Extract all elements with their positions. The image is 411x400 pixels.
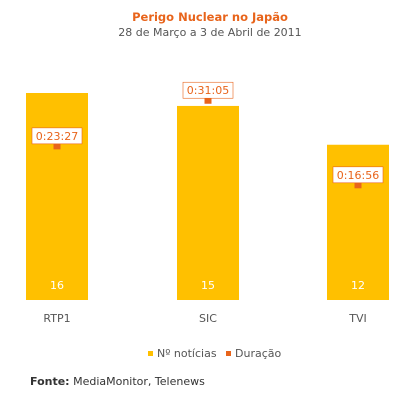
- legend-swatch-duracao: [226, 351, 231, 356]
- duration-label-box: [31, 127, 83, 145]
- x-tick-label: SIC: [199, 312, 217, 325]
- source-note: Fonte: MediaMonitor, Telenews: [30, 375, 205, 388]
- legend-label-noticias: Nº notícias: [157, 347, 217, 360]
- duration-markers-layer: [53, 96, 362, 189]
- legend: Nº notícias Duração: [148, 347, 281, 360]
- labels-layer: 16 RTP1 0:23:27 15 SIC 0:31:05 12 TVI 0:16:56: [31, 81, 384, 325]
- chart-title: Perigo Nuclear no Japão: [132, 10, 288, 24]
- duration-marker: [204, 96, 212, 104]
- duration-marker: [53, 142, 61, 150]
- bar-value-label: 12: [351, 279, 365, 292]
- duration-marker: [354, 181, 362, 189]
- bars-layer: [26, 93, 389, 300]
- chart-subtitle: 28 de Março a 3 de Abril de 2011: [118, 26, 301, 39]
- duration-label: 0:16:56: [337, 169, 379, 182]
- bar-value-label: 15: [201, 279, 215, 292]
- duration-label-box: [332, 166, 384, 184]
- bar-sic: [177, 105, 239, 300]
- duration-label-box: [182, 81, 234, 99]
- x-tick-label: TVI: [348, 312, 367, 325]
- x-tick-label: RTP1: [43, 312, 70, 325]
- source-text: MediaMonitor, Telenews: [73, 375, 205, 388]
- duration-label: 0:31:05: [187, 84, 229, 97]
- legend-swatch-noticias: [148, 351, 153, 356]
- bar-rtp1: [26, 93, 88, 300]
- duration-label: 0:23:27: [36, 130, 78, 143]
- bar-value-label: 16: [50, 279, 64, 292]
- legend-label-duracao: Duração: [235, 347, 281, 360]
- source-label: Fonte:: [30, 375, 70, 388]
